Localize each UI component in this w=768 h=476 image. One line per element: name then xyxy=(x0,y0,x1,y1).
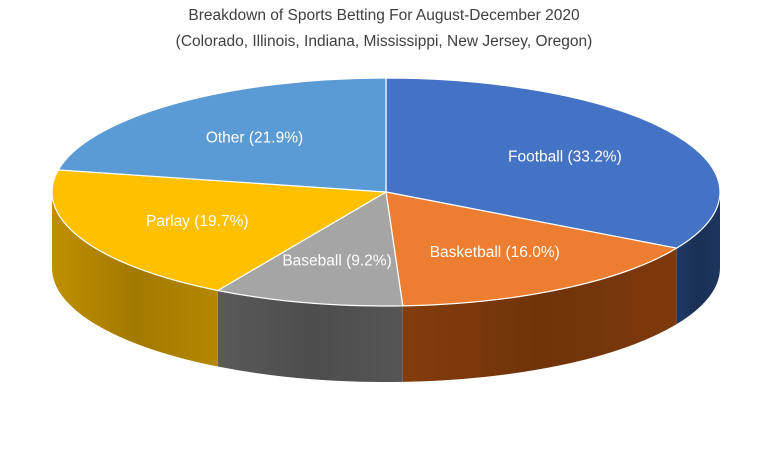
pie-side-shade-parlay xyxy=(51,192,218,367)
pie-slice-baseball xyxy=(217,191,404,307)
pie-label-basketball: Basketball (16.0%) xyxy=(430,244,560,261)
pie-side-shade-football xyxy=(676,192,720,325)
pie-slice-other xyxy=(57,77,387,193)
pie-label-baseball: Baseball (9.2%) xyxy=(282,253,391,270)
pie-labels: Football (33.2%) Basketball (16.0%) Baseba… xyxy=(146,129,622,269)
chart-title: Breakdown of Sports Betting For August-D… xyxy=(188,7,580,24)
pie-slice-parlay xyxy=(51,169,387,292)
pie-slice-football xyxy=(385,77,721,249)
chart-subtitle: (Colorado, Illinois, Indiana, Mississipp… xyxy=(175,33,593,50)
pie-label-other: Other (21.9%) xyxy=(206,129,303,146)
pie-side-shade-basketball xyxy=(402,248,677,382)
pie-slice-basketball xyxy=(385,191,678,307)
pie-side-shade-baseball xyxy=(217,290,403,383)
pie-tops xyxy=(51,77,721,307)
pie-label-parlay: Parlay (19.7%) xyxy=(146,213,249,230)
pie-label-football: Football (33.2%) xyxy=(508,148,622,165)
pie-sides xyxy=(51,192,720,383)
